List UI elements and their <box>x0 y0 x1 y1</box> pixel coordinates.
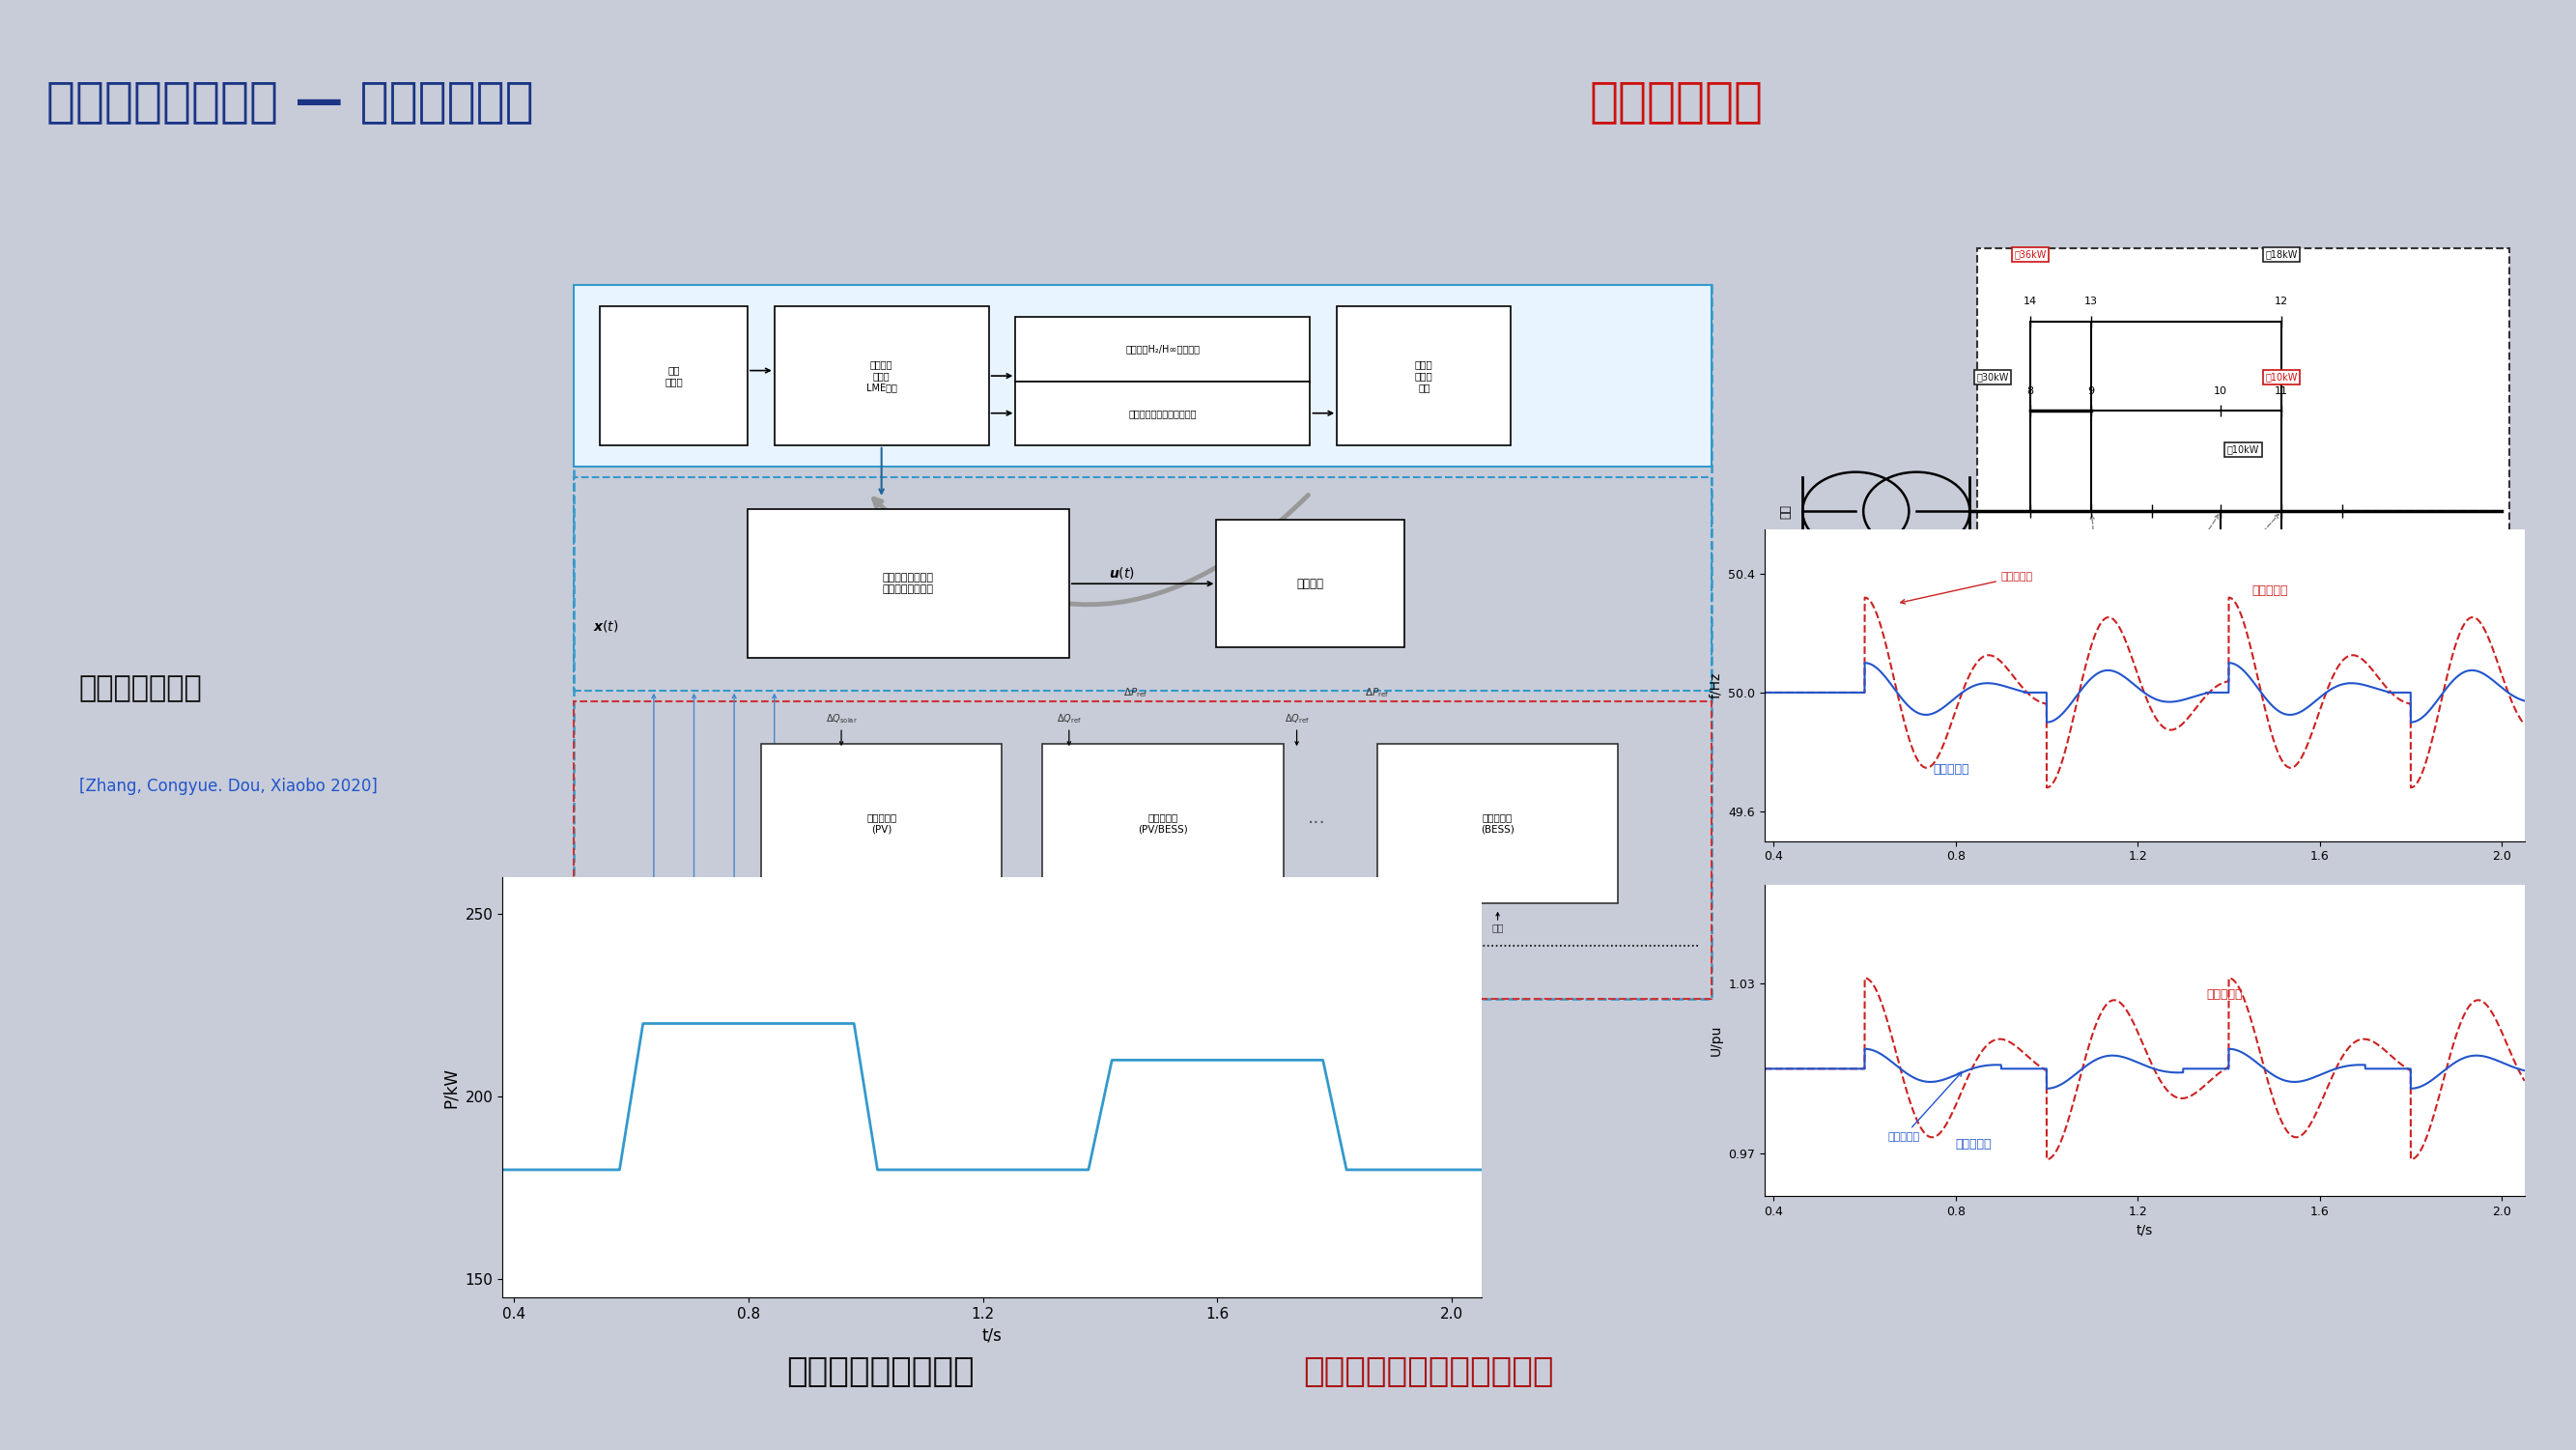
Text: 1: 1 <box>1965 539 1973 548</box>
Text: 4: 4 <box>2148 539 2156 548</box>
FancyBboxPatch shape <box>600 306 747 445</box>
Text: $\Delta P_{\rm ref}$: $\Delta P_{\rm ref}$ <box>1123 686 1149 699</box>
Text: 基于混合鲁棒的虚
拟同步化控制方法: 基于混合鲁棒的虚 拟同步化控制方法 <box>884 573 935 594</box>
Text: 7: 7 <box>2339 539 2347 548</box>
Text: $\Delta Q_{\rm ref}$: $\Delta Q_{\rm ref}$ <box>1285 712 1309 726</box>
Text: $\boldsymbol{u}(t)$: $\boldsymbol{u}(t)$ <box>1110 566 1136 581</box>
Text: 8: 8 <box>2027 386 2035 396</box>
FancyBboxPatch shape <box>1337 306 1512 445</box>
Text: 功率分配: 功率分配 <box>1296 577 1324 590</box>
Text: 5: 5 <box>2218 539 2223 548</box>
FancyBboxPatch shape <box>1978 249 2509 734</box>
Text: 2: 2 <box>2027 539 2035 548</box>
Text: $\boldsymbol{x}(t)$: $\boldsymbol{x}(t)$ <box>592 619 618 634</box>
Text: 母线: 母线 <box>1780 505 1793 518</box>
FancyBboxPatch shape <box>1216 519 1404 648</box>
Text: 14: 14 <box>2025 297 2038 306</box>
Text: 光18kW: 光18kW <box>2205 684 2236 695</box>
Text: 9: 9 <box>2089 386 2094 396</box>
Y-axis label: f/Hz: f/Hz <box>1710 671 1723 699</box>
Text: 控制施加后: 控制施加后 <box>1955 1138 1991 1151</box>
Text: 广18kW: 广18kW <box>2264 249 2298 260</box>
FancyBboxPatch shape <box>574 286 1713 467</box>
Text: 混合鲁棒H₂/H∞性能指标: 混合鲁棒H₂/H∞性能指标 <box>1126 345 1200 354</box>
Text: 户30kW: 户30kW <box>1976 373 2009 381</box>
Text: 11: 11 <box>2275 386 2287 396</box>
Text: 广10kW: 广10kW <box>2228 445 2259 454</box>
Text: 负荷: 负荷 <box>876 922 889 932</box>
Text: 线性矩阵
不等式
LME求解: 线性矩阵 不等式 LME求解 <box>866 360 896 392</box>
Text: 分布式电源
(PV/BESS): 分布式电源 (PV/BESS) <box>1139 813 1188 834</box>
Text: 12: 12 <box>2275 297 2287 306</box>
Text: 无控制施加: 无控制施加 <box>1901 571 2032 603</box>
Text: 虚拟同步化控制: 虚拟同步化控制 <box>80 674 204 703</box>
Text: 10: 10 <box>2213 386 2228 396</box>
Y-axis label: U/pu: U/pu <box>1710 1025 1723 1056</box>
Text: 动态特性聚合管理 — 从虚拟电厂到: 动态特性聚合管理 — 从虚拟电厂到 <box>46 78 533 125</box>
Text: 2储40kW: 2储40kW <box>2202 563 2239 571</box>
Text: 光10kW: 光10kW <box>2264 373 2298 381</box>
Text: 分布式电源
(BESS): 分布式电源 (BESS) <box>1481 813 1515 834</box>
Text: 集群虚拟同步化小信号模型: 集群虚拟同步化小信号模型 <box>1128 409 1198 418</box>
Text: 3: 3 <box>2089 539 2094 548</box>
Y-axis label: P/kW: P/kW <box>443 1067 459 1108</box>
Text: 无控制施加: 无控制施加 <box>2251 584 2287 597</box>
Text: $\Delta Q_{\rm solar}$: $\Delta Q_{\rm solar}$ <box>824 712 858 726</box>
Text: 控制施加后: 控制施加后 <box>1888 1072 1963 1141</box>
Text: 分布式电源
(PV): 分布式电源 (PV) <box>866 813 896 834</box>
Text: 虚拟同步电厂: 虚拟同步电厂 <box>1589 78 1762 125</box>
FancyBboxPatch shape <box>1015 318 1311 381</box>
Text: 光36kW: 光36kW <box>2014 249 2048 260</box>
Text: 1储80kW: 1储80kW <box>2071 563 2110 571</box>
FancyBboxPatch shape <box>1043 744 1283 903</box>
Text: 6: 6 <box>2277 539 2285 548</box>
Text: 负荷: 负荷 <box>1492 922 1504 932</box>
Text: 控制施加后: 控制施加后 <box>1932 763 1968 776</box>
Text: 13: 13 <box>2084 297 2097 306</box>
Text: 15: 15 <box>2213 638 2228 647</box>
Text: 16: 16 <box>2275 638 2287 647</box>
Text: 反馈
控制率: 反馈 控制率 <box>665 365 683 386</box>
FancyBboxPatch shape <box>1378 744 1618 903</box>
FancyBboxPatch shape <box>1015 381 1311 445</box>
FancyBboxPatch shape <box>1986 651 2151 724</box>
FancyBboxPatch shape <box>747 509 1069 658</box>
Text: 对外输出点: 对外输出点 <box>613 970 647 980</box>
X-axis label: t/s: t/s <box>981 1327 1002 1344</box>
Text: 光36kW: 光36kW <box>2264 684 2298 695</box>
Text: 虚拟同步化控制能够: 虚拟同步化控制能够 <box>786 1356 974 1388</box>
Text: 负荷: 负荷 <box>1157 922 1170 932</box>
Text: [Zhang, Congyue. Dou, Xiaobo 2020]: [Zhang, Congyue. Dou, Xiaobo 2020] <box>80 779 376 795</box>
Text: 混合鲁
棒反馈
控制: 混合鲁 棒反馈 控制 <box>1414 360 1432 392</box>
FancyBboxPatch shape <box>760 744 1002 903</box>
FancyBboxPatch shape <box>775 306 989 445</box>
X-axis label: t/s: t/s <box>2136 1224 2154 1237</box>
Text: 7: 7 <box>2339 539 2347 548</box>
Text: 控制器: 控制器 <box>2056 680 2081 695</box>
Text: 无控制施加: 无控制施加 <box>2205 989 2241 1001</box>
Text: $\Delta Q_{\rm ref}$: $\Delta Q_{\rm ref}$ <box>1056 712 1082 726</box>
Text: ···: ··· <box>1309 815 1327 832</box>
Text: 提高系统惯性、稳定电压。: 提高系统惯性、稳定电压。 <box>1303 1356 1553 1388</box>
Text: $\Delta P_{\rm ref}$: $\Delta P_{\rm ref}$ <box>1365 686 1388 699</box>
